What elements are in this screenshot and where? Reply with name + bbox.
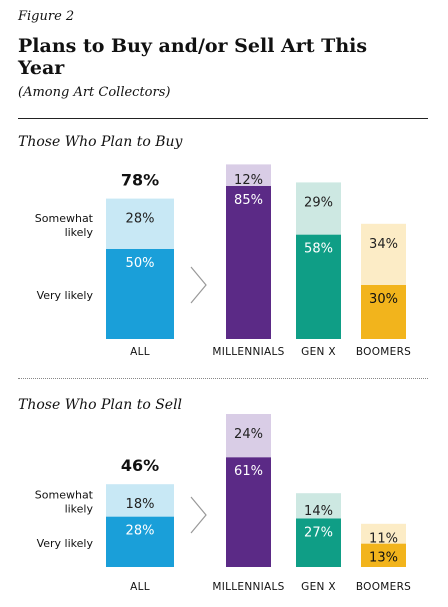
sell-millennials-very-likely-bar <box>226 457 271 567</box>
section-divider <box>18 378 428 379</box>
sell-millennials-somewhat-likely-bar <box>226 414 271 458</box>
buy-somewhat-likely-row-label: Somewhat <box>35 212 94 225</box>
sell-all-very-likely-label: 28% <box>126 524 155 539</box>
sell-section-title: Those Who Plan to Sell <box>18 397 183 413</box>
buy-somewhat-likely-row-label-line2: likely <box>65 226 94 239</box>
sell-millennials-category-label: MILLENNIALS <box>212 581 284 593</box>
sell-millennials-very-likely-label: 61% <box>234 464 263 479</box>
buy-all-somewhat-likely-label: 28% <box>126 212 155 227</box>
buy-millennials-category-label: MILLENNIALS <box>212 346 284 358</box>
buy-boomers-very-likely-label: 30% <box>369 292 398 307</box>
buy-all-total-label: 78% <box>121 171 159 190</box>
sell-boomers-very-likely-label: 13% <box>369 551 398 566</box>
sell-somewhat-likely-row-label: Somewhat <box>35 488 94 501</box>
sell-all-somewhat-likely-label: 18% <box>126 497 155 512</box>
sell-gen-x-somewhat-likely-bar <box>296 493 341 519</box>
sell-all-category-label: ALL <box>130 581 150 593</box>
sell-very-likely-row-label: Very likely <box>37 537 94 550</box>
figure-label: Figure 2 <box>18 9 75 24</box>
sell-all-very-likely-bar <box>106 516 174 567</box>
sell-gen-x-category-label: GEN X <box>301 581 336 593</box>
sell-chevron-icon <box>190 496 207 534</box>
sell-all-total-label: 46% <box>121 456 159 475</box>
buy-very-likely-row-label: Very likely <box>37 289 94 302</box>
sell-boomers-very-likely-bar <box>361 543 406 567</box>
sell-boomers-somewhat-likely-label: 11% <box>369 532 398 547</box>
sell-boomers-category-label: BOOMERS <box>356 581 411 593</box>
buy-all-category-label: ALL <box>130 346 150 358</box>
figure-subtitle: (Among Art Collectors) <box>18 85 171 100</box>
buy-millennials-very-likely-label: 85% <box>234 193 263 208</box>
buy-boomers-somewhat-likely-label: 34% <box>369 237 398 252</box>
buy-all-somewhat-likely-bar <box>106 198 174 249</box>
sell-gen-x-very-likely-bar <box>296 518 341 567</box>
buy-section-title: Those Who Plan to Buy <box>18 134 183 150</box>
buy-boomers-somewhat-likely-bar <box>361 223 406 285</box>
buy-all-very-likely-label: 50% <box>126 256 155 271</box>
sell-somewhat-likely-row-label-line2: likely <box>65 502 94 515</box>
buy-chevron-icon <box>190 266 207 304</box>
sell-millennials-somewhat-likely-label: 24% <box>234 427 263 442</box>
buy-gen-x-very-likely-bar <box>296 234 341 339</box>
buy-millennials-somewhat-likely-label: 12% <box>234 173 263 188</box>
buy-gen-x-very-likely-label: 58% <box>304 242 333 257</box>
sell-all-somewhat-likely-bar <box>106 484 174 517</box>
buy-boomers-category-label: BOOMERS <box>356 346 411 358</box>
buy-millennials-somewhat-likely-bar <box>226 164 271 186</box>
buy-boomers-very-likely-bar <box>361 285 406 339</box>
buy-gen-x-category-label: GEN X <box>301 346 336 358</box>
title-rule <box>18 118 428 119</box>
figure-title: Plans to Buy and/or Sell Art This Year <box>18 35 368 79</box>
buy-millennials-very-likely-bar <box>226 186 271 339</box>
sell-gen-x-somewhat-likely-label: 14% <box>304 504 333 519</box>
buy-gen-x-somewhat-likely-label: 29% <box>304 195 333 210</box>
buy-all-very-likely-bar <box>106 249 174 339</box>
buy-gen-x-somewhat-likely-bar <box>296 182 341 235</box>
sell-boomers-somewhat-likely-bar <box>361 523 406 544</box>
sell-gen-x-very-likely-label: 27% <box>304 525 333 540</box>
